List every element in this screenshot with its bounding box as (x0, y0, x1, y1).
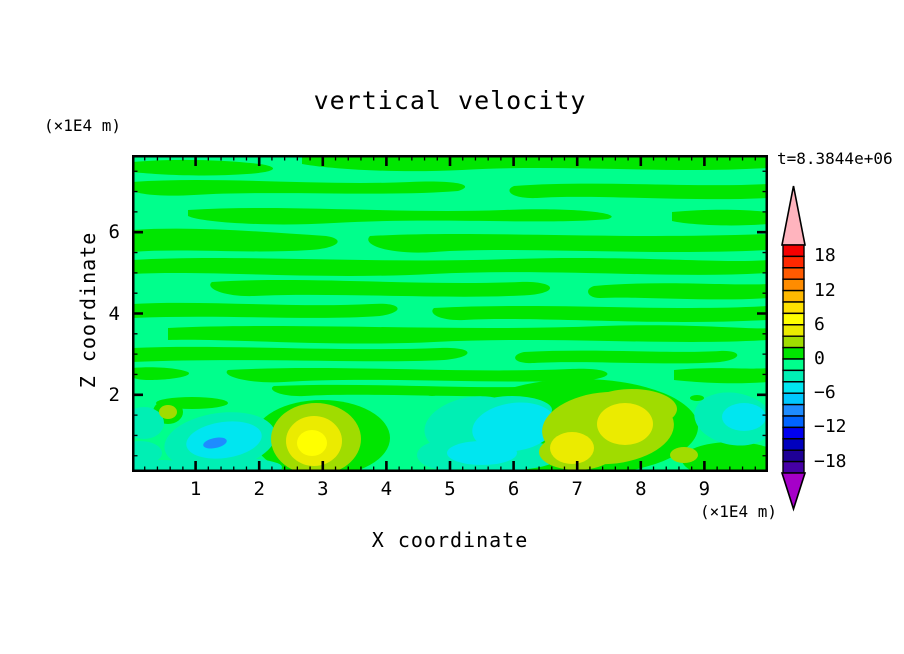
z-tick-label: 2 (108, 383, 120, 406)
colorbar-cell (782, 381, 805, 394)
colorbar-cell (782, 324, 805, 337)
colorbar-tick-label: −6 (814, 382, 836, 404)
updraft-bright-core (297, 430, 327, 456)
colorbar-cell (782, 403, 805, 417)
colorbar-over-arrow (781, 185, 806, 246)
colorbar-cell (782, 335, 805, 349)
downdraft-blue-core (203, 437, 227, 449)
z-axis-tick-labels: 6 4 2 (70, 0, 120, 654)
colorbar-cell (782, 392, 805, 406)
plot-title: vertical velocity (313, 86, 587, 115)
contour-plot-canvas (132, 155, 768, 472)
colorbar-cell (782, 460, 805, 474)
x-tick-label: 7 (571, 478, 583, 500)
x-axis-unit-label: (×1E4 m) (699, 502, 777, 521)
x-tick-label: 9 (698, 478, 711, 500)
z-tick-label: 6 (108, 221, 120, 244)
colorbar-cell (782, 312, 805, 326)
colorbar-cell (782, 244, 805, 258)
colorbar-tick-labels: 18 12 6 0 −6 −12 −18 (814, 0, 874, 654)
colorbar-cell (782, 426, 805, 440)
x-tick-label: 6 (507, 478, 520, 500)
x-tick-label: 3 (317, 478, 329, 500)
x-axis-title: X coordinate (371, 528, 529, 552)
colorbar-under-arrow (780, 472, 807, 512)
axis-minor-ticks (132, 155, 768, 472)
colorbar-cells (782, 244, 805, 474)
colorbar-cell (782, 278, 805, 292)
colorbar-cell (782, 267, 805, 280)
x-axis-tick-labels: 1 2 3 4 5 6 7 8 9 (132, 478, 768, 502)
x-tick-label: 1 (189, 478, 202, 500)
plot-frame (132, 155, 768, 472)
colorbar-tick-label: 6 (814, 313, 825, 335)
colorbar-cell (782, 438, 805, 451)
colorbar-tick-label: −18 (814, 450, 847, 472)
z-axis-title: Z coordinate (76, 231, 100, 389)
updraft-yellow-contours (286, 403, 653, 466)
z-tick-label: 4 (108, 302, 120, 325)
colorbar-cell (782, 358, 805, 372)
colorbar-tick-label: 0 (814, 348, 825, 369)
x-tick-label: 5 (444, 478, 456, 500)
colorbar-cell (782, 289, 805, 303)
x-tick-label: 2 (253, 478, 265, 500)
colorbar-cell (782, 255, 805, 269)
colorbar-tick-label: 18 (814, 245, 836, 267)
x-tick-label: 4 (380, 478, 393, 500)
colorbar (780, 185, 807, 512)
colorbar-tick-label: 12 (814, 279, 836, 301)
axis-major-ticks (132, 155, 768, 472)
colorbar-cell (782, 301, 805, 315)
x-tick-label: 8 (635, 478, 647, 500)
time-annotation: t=8.3844e+06 (777, 149, 893, 168)
colorbar-cell (782, 369, 805, 383)
downdraft-cyan-contours (186, 402, 766, 465)
colorbar-tick-label: −12 (814, 416, 847, 438)
z-axis-unit-label: (×1E4 m) (44, 116, 122, 135)
colorbar-cell (782, 346, 805, 360)
colorbar-cell (782, 415, 805, 429)
colorbar-cell (782, 449, 805, 463)
